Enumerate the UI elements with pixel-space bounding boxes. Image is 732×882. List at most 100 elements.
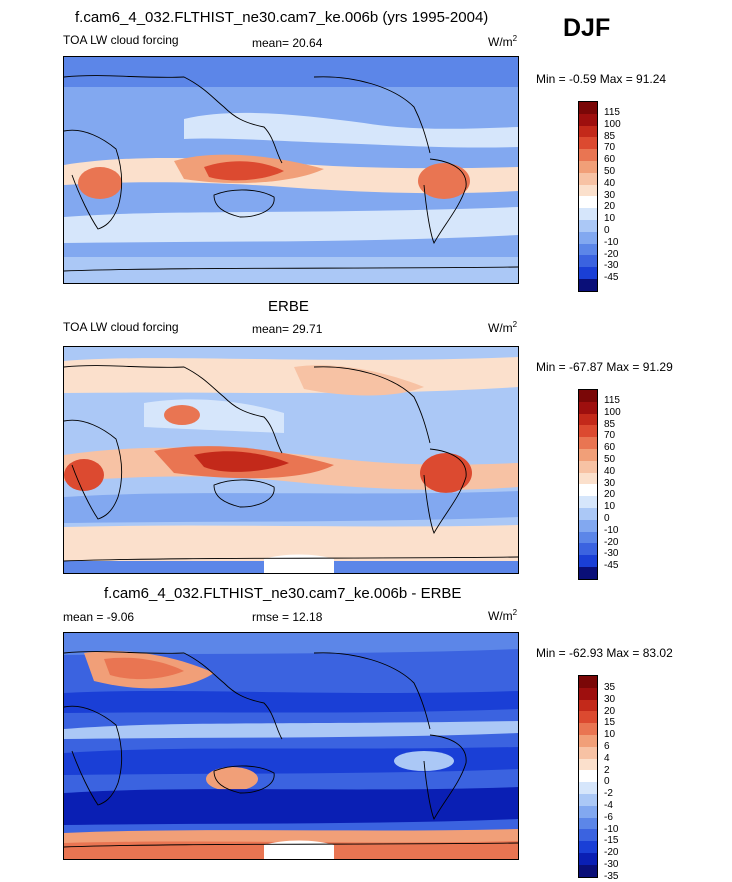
- colorbar-tick-label: 35: [604, 682, 616, 693]
- colorbar-swatch: [579, 125, 597, 138]
- colorbar-swatch: [579, 507, 597, 520]
- coastline-north-america: [313, 652, 431, 730]
- colorbar-swatch: [579, 208, 597, 220]
- coastline-south-america: [423, 734, 467, 821]
- colorbar-tick-label: 0: [604, 513, 610, 524]
- colorbar-tick-label: 40: [604, 465, 616, 477]
- colorbar-swatch: [579, 770, 597, 783]
- coastline-eurasia: [64, 365, 283, 454]
- map-missing-data: [264, 554, 334, 573]
- map-hotspot: [164, 405, 200, 425]
- coastline-eurasia: [64, 75, 283, 164]
- coastlines: [64, 651, 518, 848]
- colorbar-tick-label: -35: [604, 870, 619, 882]
- coastline-africa: [64, 129, 123, 230]
- colorbar-swatch: [579, 102, 597, 114]
- coastline-antarctica: [64, 842, 518, 848]
- colorbar-swatch: [579, 425, 597, 438]
- panel1-colorbar: [578, 101, 598, 292]
- panel2-variable-label: TOA LW cloud forcing: [63, 320, 179, 334]
- colorbar-tick-label: -20: [604, 248, 619, 260]
- map-band: [194, 451, 289, 472]
- colorbar-tick-label: -15: [604, 835, 619, 847]
- colorbar-tick-label: 15: [604, 717, 616, 729]
- colorbar-swatch: [579, 817, 597, 830]
- colorbar-tick-label: 70: [604, 430, 616, 442]
- map-hotspot: [420, 453, 472, 493]
- colorbar-swatch: [579, 196, 597, 209]
- colorbar-swatch: [579, 687, 597, 700]
- coastline-antarctica: [64, 266, 518, 272]
- colorbar-tick-label: -30: [604, 548, 619, 560]
- panel3-mean-label: mean = -9.06: [63, 610, 135, 624]
- coastline-antarctica: [64, 556, 518, 562]
- colorbar-tick-label: 85: [604, 418, 616, 430]
- panel2-min-max: Min = -67.87 Max = 91.29: [536, 360, 673, 374]
- map-hotspot: [418, 163, 470, 199]
- colorbar-swatch: [579, 278, 597, 291]
- colorbar-swatch: [579, 496, 597, 508]
- panel2-map: [63, 346, 519, 574]
- colorbar-swatch: [579, 472, 597, 485]
- colorbar-tick-label: 40: [604, 177, 616, 189]
- colorbar-swatch: [579, 543, 597, 556]
- colorbar-tick-label: 30: [604, 693, 616, 705]
- colorbar-swatch: [579, 782, 597, 794]
- colorbar-swatch: [579, 390, 597, 402]
- colorbar-swatch: [579, 519, 597, 532]
- colorbar-tick-label: -30: [604, 260, 619, 272]
- panel2-units-exp: 2: [512, 320, 518, 329]
- map-band: [64, 721, 518, 739]
- map-band: [204, 161, 284, 181]
- colorbar-tick-label: -10: [604, 823, 619, 835]
- panel3-min-max: Min = -62.93 Max = 83.02: [536, 646, 673, 660]
- colorbar-swatch: [579, 566, 597, 579]
- colorbar-swatch: [579, 711, 597, 724]
- colorbar-tick-label: -20: [604, 536, 619, 548]
- colorbar-swatch: [579, 160, 597, 173]
- colorbar-tick-label: -4: [604, 800, 613, 811]
- colorbar-swatch: [579, 255, 597, 268]
- map-band: [64, 207, 518, 243]
- panel1-mean-label: mean= 20.64: [252, 36, 323, 50]
- panel3-map: [63, 632, 519, 860]
- panel1-map: [63, 56, 519, 284]
- colorbar-tick-label: 30: [604, 477, 616, 489]
- panel3-map-svg: [64, 633, 518, 859]
- colorbar-swatch: [579, 676, 597, 688]
- colorbar-tick-label: 4: [604, 752, 610, 764]
- colorbar-swatch: [579, 746, 597, 759]
- colorbar-swatch: [579, 841, 597, 853]
- map-high-lat-band: [64, 57, 518, 87]
- colorbar-swatch: [579, 531, 597, 544]
- coastline-north-america: [313, 76, 431, 154]
- colorbar-swatch: [579, 758, 597, 771]
- colorbar-tick-label: 70: [604, 142, 616, 154]
- map-band: [184, 112, 518, 148]
- colorbar-swatch: [579, 852, 597, 865]
- coastline-australia: [213, 189, 275, 218]
- colorbar-swatch: [579, 723, 597, 735]
- colorbar-tick-label: -30: [604, 859, 619, 870]
- colorbar-tick-label: 0: [604, 776, 610, 788]
- colorbar-tick-label: 0: [604, 225, 610, 236]
- panel1-variable-label: TOA LW cloud forcing: [63, 33, 179, 47]
- colorbar-tick-label: 10: [604, 213, 616, 225]
- map-hotspot: [104, 657, 184, 680]
- panel2-title: ERBE: [268, 298, 309, 315]
- colorbar-tick-label: -20: [604, 847, 619, 859]
- panel3-units-base: W/m: [488, 609, 513, 623]
- map-band: [64, 787, 518, 825]
- colorbar-swatch: [579, 437, 597, 449]
- colorbar-tick-label: 60: [604, 442, 616, 454]
- colorbar-tick-label: 115: [604, 395, 620, 406]
- colorbar-swatch: [579, 555, 597, 567]
- colorbar-swatch: [579, 149, 597, 161]
- coastline-south-america: [423, 158, 467, 245]
- panel1-map-svg: [64, 57, 518, 283]
- panel3-colorbar: [578, 675, 598, 878]
- colorbar-tick-label: 20: [604, 489, 616, 501]
- colorbar-tick-label: 60: [604, 154, 616, 166]
- colorbar-tick-label: 10: [604, 729, 616, 741]
- colorbar-swatch: [579, 864, 597, 877]
